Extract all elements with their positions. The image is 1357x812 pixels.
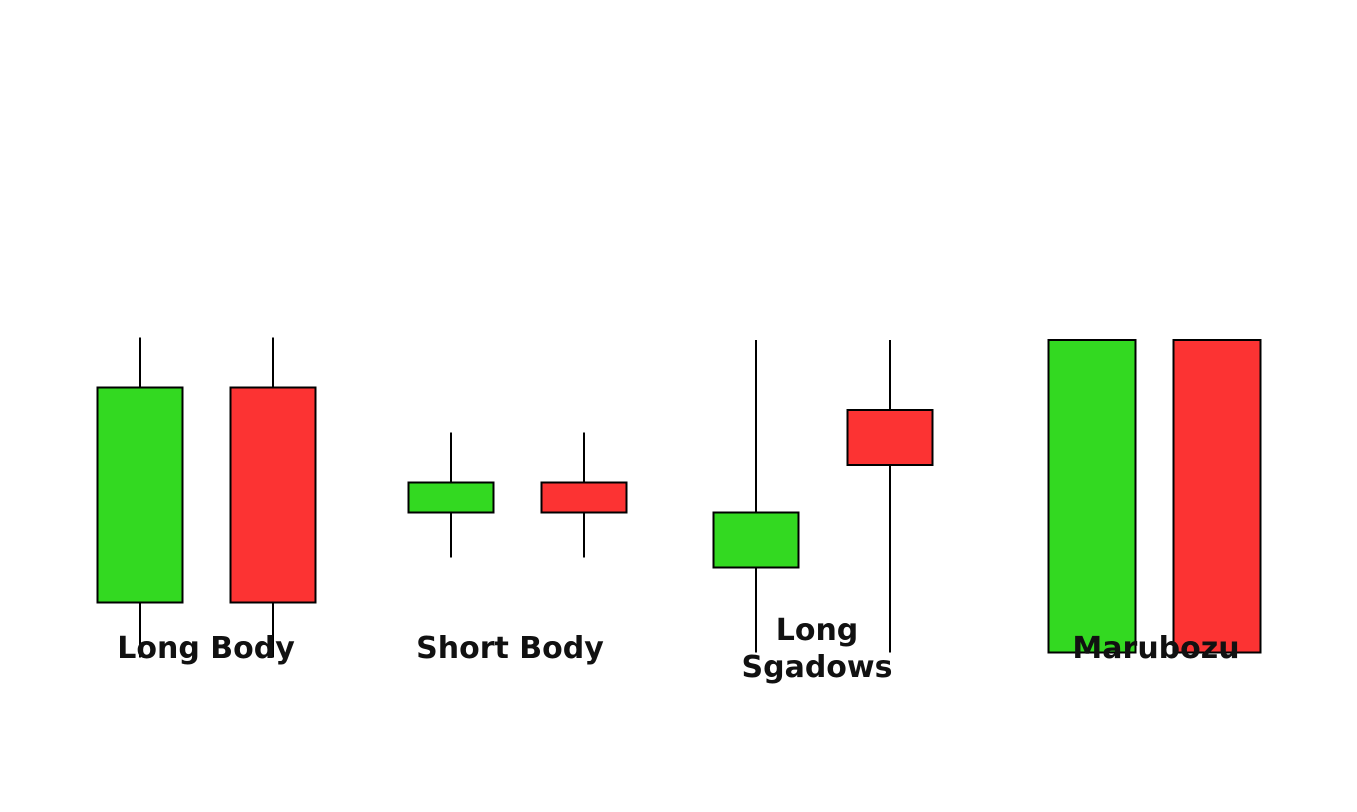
candle-g2-1-bullish-body	[407, 481, 495, 514]
candle-g2-2-bearish-body	[540, 481, 628, 514]
label-marubozu-line1: Marubozu	[1072, 631, 1240, 666]
label-long-shadows-line2: Sgadows	[741, 650, 893, 685]
candle-g1-1-bullish-body	[96, 386, 184, 604]
candle-g3-1-bullish-body	[712, 511, 800, 569]
label-marubozu: Marubozu	[1036, 630, 1276, 667]
candle-g4-1-bullish-body	[1047, 339, 1137, 654]
candle-g1-2-bearish-body	[229, 386, 317, 604]
candles-layer	[96, 337, 1262, 658]
label-short-body-line1: Short Body	[416, 631, 604, 666]
label-long-body: Long Body	[86, 630, 326, 667]
label-long-shadows: Long Sgadows	[697, 612, 937, 686]
label-long-body-line1: Long Body	[117, 631, 295, 666]
candle-g4-2-bearish-body	[1172, 339, 1262, 654]
candle-g3-2-bearish-body	[846, 409, 934, 466]
label-short-body: Short Body	[390, 630, 630, 667]
label-long-shadows-line1: Long	[775, 613, 859, 648]
